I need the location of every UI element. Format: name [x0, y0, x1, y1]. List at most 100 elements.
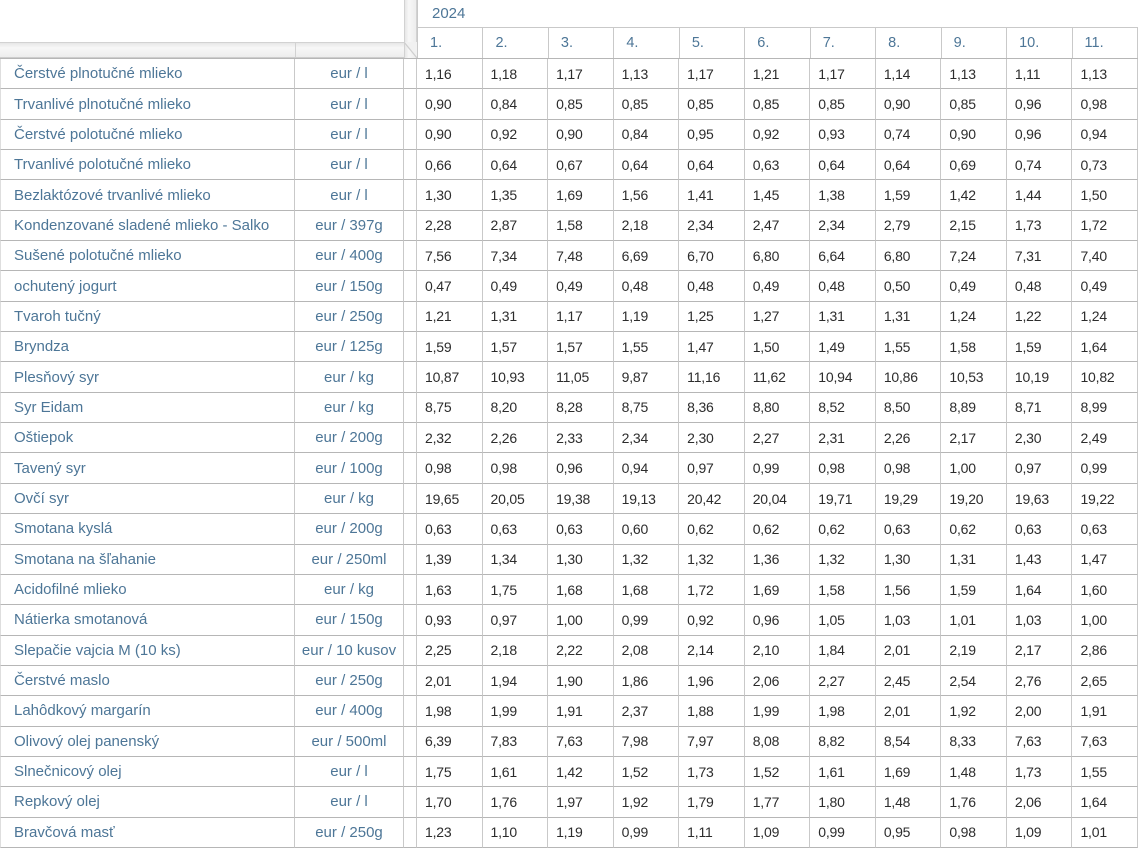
price-cell: 0,85: [613, 89, 680, 120]
price-cell: 1,10: [482, 817, 549, 848]
product-name-cell: Acidofilné mlieko: [0, 574, 295, 606]
price-cell: 0,99: [613, 817, 680, 848]
price-cell: 1,72: [1072, 210, 1138, 242]
spacer-cell: [404, 544, 417, 575]
price-cell: 11,05: [548, 362, 614, 393]
price-cell: 2,27: [744, 423, 811, 454]
price-cell: 1,30: [417, 180, 483, 211]
month-header-row: 1. 2. 3. 4. 5. 6. 7. 8. 9. 10. 11.: [417, 28, 1138, 58]
price-cell: 0,85: [744, 89, 811, 120]
price-cell: 1,17: [548, 59, 614, 90]
month-header-cell: 9.: [942, 28, 1008, 58]
price-cell: 1,58: [548, 210, 614, 242]
price-cell: 1,64: [1072, 787, 1138, 818]
price-cell: 2,86: [1072, 635, 1138, 666]
price-cell: 1,01: [941, 605, 1007, 636]
price-cell: 0,85: [941, 89, 1007, 120]
price-cell: 2,87: [482, 210, 549, 242]
spacer-cell: [404, 362, 417, 393]
price-cell: 2,54: [941, 665, 1007, 697]
price-cell: 7,63: [1006, 726, 1073, 757]
product-name-cell: Trvanlivé plnotučné mlieko: [0, 89, 295, 120]
month-header-cell: 2.: [483, 28, 549, 58]
price-cell: 20,42: [679, 483, 745, 515]
spacer-cell: [404, 665, 417, 697]
price-cell: 1,48: [875, 787, 942, 818]
price-cell: 1,30: [548, 544, 614, 575]
price-cell: 1,42: [548, 756, 614, 788]
price-cell: 1,43: [1006, 544, 1073, 575]
unit-cell: eur / kg: [295, 392, 404, 424]
spacer-cell: [404, 574, 417, 606]
price-cell: 0,96: [744, 605, 811, 636]
unit-cell: eur / kg: [295, 574, 404, 606]
spacer-cell: [404, 210, 417, 242]
price-cell: 0,98: [482, 453, 549, 484]
price-cell: 2,28: [417, 210, 483, 242]
unit-cell: eur / kg: [295, 362, 404, 393]
product-name-cell: Plesňový syr: [0, 362, 295, 393]
price-cell: 19,20: [941, 483, 1007, 515]
price-cell: 10,86: [875, 362, 942, 393]
price-cell: 8,20: [482, 392, 549, 424]
price-cell: 0,90: [417, 89, 483, 120]
price-cell: 1,05: [810, 605, 876, 636]
price-cell: 0,48: [679, 271, 745, 302]
price-cell: 0,63: [744, 150, 811, 181]
price-cell: 1,38: [810, 180, 876, 211]
price-cell: 1,30: [875, 544, 942, 575]
price-cell: 8,50: [875, 392, 942, 424]
price-cell: 0,49: [744, 271, 811, 302]
unit-cell: eur / l: [295, 150, 404, 181]
price-cell: 7,34: [482, 241, 549, 272]
unit-cell: eur / l: [295, 756, 404, 788]
price-cell: 1,73: [1006, 756, 1073, 788]
price-cell: 1,94: [482, 665, 549, 697]
price-cell: 19,38: [548, 483, 614, 515]
spacer-cell: [404, 59, 417, 90]
price-cell: 0,64: [875, 150, 942, 181]
price-cell: 1,36: [744, 544, 811, 575]
price-cell: 1,98: [810, 696, 876, 727]
price-cell: 8,82: [810, 726, 876, 757]
unit-cell: eur / 100g: [295, 453, 404, 484]
price-cell: 6,39: [417, 726, 483, 757]
unit-cell: eur / l: [295, 59, 404, 90]
price-cell: 1,32: [613, 544, 680, 575]
price-cell: 1,19: [548, 817, 614, 848]
price-cell: 10,94: [810, 362, 876, 393]
spacer-cell: [404, 332, 417, 363]
unit-cell: eur / l: [295, 89, 404, 120]
price-cell: 6,70: [679, 241, 745, 272]
unit-cell: eur / 250g: [295, 817, 404, 848]
price-cell: 0,98: [941, 817, 1007, 848]
price-cell: 0,69: [941, 150, 1007, 181]
price-cell: 1,69: [744, 574, 811, 606]
price-cell: 1,27: [744, 301, 811, 333]
pane-divider-horizontal[interactable]: [0, 42, 417, 58]
month-header-cell: 6.: [745, 28, 811, 58]
price-cell: 1,23: [417, 817, 483, 848]
price-cell: 19,63: [1006, 483, 1073, 515]
price-cell: 0,63: [548, 514, 614, 545]
price-cell: 20,05: [482, 483, 549, 515]
price-cell: 1,69: [548, 180, 614, 211]
product-name-cell: Lahôdkový margarín: [0, 696, 295, 727]
price-cell: 6,64: [810, 241, 876, 272]
price-cell: 8,99: [1072, 392, 1138, 424]
price-cell: 1,99: [482, 696, 549, 727]
price-cell: 0,64: [679, 150, 745, 181]
unit-cell: eur / 250g: [295, 301, 404, 333]
price-cell: 2,30: [679, 423, 745, 454]
price-cell: 1,64: [1006, 574, 1073, 606]
product-name-cell: Oštiepok: [0, 423, 295, 454]
price-cell: 19,29: [875, 483, 942, 515]
product-name-cell: Ovčí syr: [0, 483, 295, 515]
price-cell: 1,03: [875, 605, 942, 636]
price-cell: 0,99: [810, 817, 876, 848]
price-cell: 1,45: [744, 180, 811, 211]
product-name-cell: Smotana kyslá: [0, 514, 295, 545]
unit-cell: eur / l: [295, 119, 404, 151]
month-header-cell: 4.: [614, 28, 680, 58]
unit-cell: eur / 250ml: [295, 544, 404, 575]
